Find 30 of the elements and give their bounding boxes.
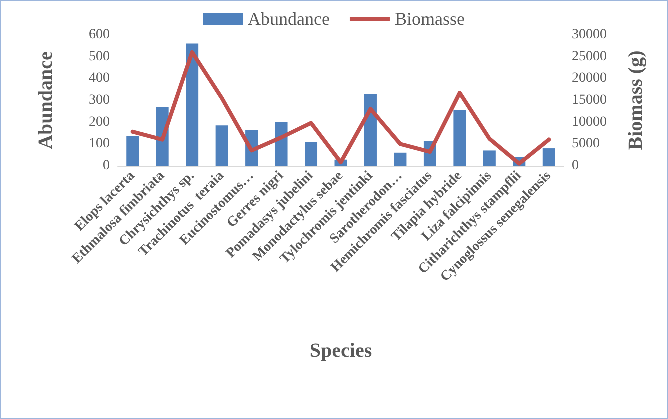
y-tick-label: 0 [103, 158, 110, 174]
y-tick-label: 500 [89, 49, 110, 64]
y2-tick-label: 0 [572, 158, 579, 174]
y-tick-label: 300 [89, 93, 110, 108]
bar [216, 126, 228, 166]
y-tick-label: 200 [89, 114, 110, 130]
y2-tick-label: 25000 [572, 49, 607, 64]
y2-tick-label: 30000 [572, 28, 607, 42]
bar [186, 44, 199, 166]
legend-label: Abundance [248, 9, 330, 29]
bar [364, 94, 377, 166]
bar [275, 122, 288, 166]
y-axis-title: Abundance [35, 51, 57, 150]
bar [454, 110, 466, 166]
bar [483, 150, 496, 166]
bar [542, 148, 556, 166]
y-tick-label: 600 [89, 28, 110, 42]
bar [126, 136, 140, 166]
bar [394, 152, 407, 166]
line-series [130, 50, 552, 166]
y-tick-label: 100 [89, 136, 110, 152]
y2-tick-label: 20000 [572, 71, 607, 86]
y2-tick-label: 10000 [572, 114, 607, 130]
y2-tick-label: 15000 [572, 93, 607, 108]
bar [305, 142, 318, 166]
y-tick-label: 400 [89, 71, 110, 86]
y2-tick-label: 5000 [572, 136, 600, 152]
legend-label: Biomasse [394, 9, 465, 29]
x-axis-title: Species [310, 340, 372, 362]
y2-axis-title: Biomass (g) [625, 50, 647, 150]
